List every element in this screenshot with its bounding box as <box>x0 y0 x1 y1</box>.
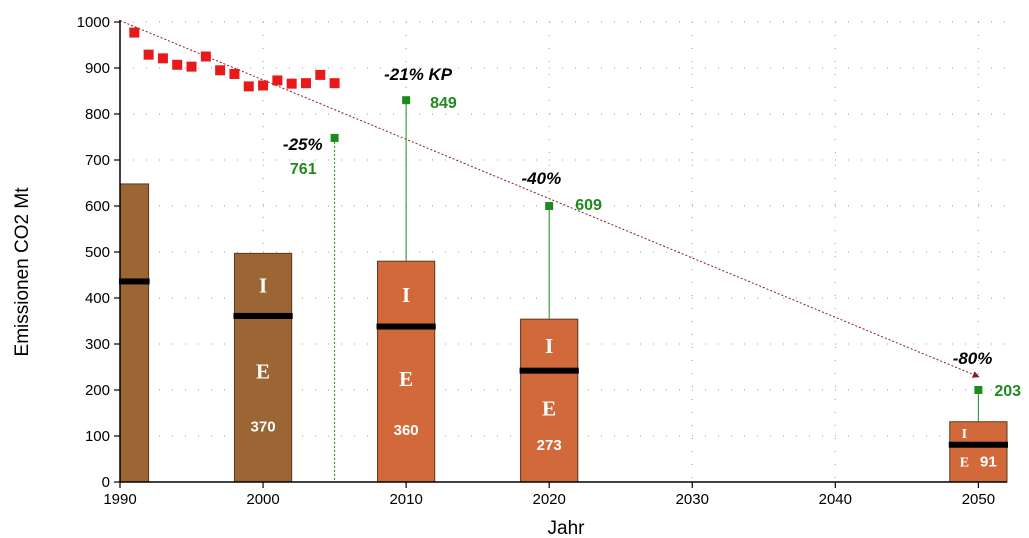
y-tick-label: 400 <box>85 290 110 307</box>
targets: -25% 761 -21% KP 849 -40% 609 -80%203 <box>283 65 1021 482</box>
bar-label-e: E <box>960 456 969 471</box>
axes <box>114 20 1007 488</box>
observed-point <box>143 49 154 60</box>
bar-divider <box>519 367 579 374</box>
bar-divider <box>948 441 1008 448</box>
observed-point <box>329 78 340 89</box>
bar-divider <box>119 278 150 285</box>
observed-point <box>300 78 311 89</box>
observed-emissions <box>129 27 340 92</box>
bar-label-e: E <box>399 367 413 391</box>
trend <box>119 20 980 378</box>
bar <box>377 260 436 483</box>
x-tick-label: 2010 <box>389 491 422 508</box>
observed-point <box>172 59 183 70</box>
x-tick-label: 2040 <box>819 491 852 508</box>
x-tick-label: 1990 <box>103 491 136 508</box>
observed-point <box>258 80 269 91</box>
bar-label-e: E <box>542 396 556 420</box>
target-percent-label: -80% <box>953 349 993 368</box>
target-percent-label: -21% KP <box>384 65 453 84</box>
y-tick-label: 900 <box>85 60 110 77</box>
target-value-label: 761 <box>290 161 317 178</box>
x-axis-title: Jahr <box>548 518 586 538</box>
bar-label-e: E <box>256 360 270 384</box>
y-tick-label: 500 <box>85 244 110 261</box>
observed-point <box>200 51 211 62</box>
observed-point <box>129 27 140 38</box>
bar <box>949 421 1008 483</box>
bar <box>119 183 150 483</box>
tick-labels: 0 100 200 300 400 500 600 700 800 900 1000 1990 2000… <box>77 14 995 508</box>
target-value-label: 609 <box>575 197 602 214</box>
bar-value: 360 <box>394 422 419 439</box>
observed-point <box>157 53 168 64</box>
observed-point <box>186 61 197 72</box>
y-tick-label: 100 <box>85 428 110 445</box>
target-marker <box>974 386 983 394</box>
target-value-label: 203 <box>994 383 1021 400</box>
bar-label-i: I <box>259 274 267 298</box>
bar-value: 91 <box>980 454 997 471</box>
y-tick-label: 600 <box>85 198 110 215</box>
bar <box>233 252 293 483</box>
y-axis-title: Emissionen CO2 Mt <box>12 187 33 357</box>
trend-line <box>119 20 980 378</box>
y-tick-label: 700 <box>85 152 110 169</box>
observed-point <box>315 69 326 80</box>
observed-point <box>243 81 254 92</box>
observed-point <box>272 75 283 86</box>
x-tick-label: 2000 <box>246 491 279 508</box>
y-tick-label: 200 <box>85 382 110 399</box>
y-tick-label: 1000 <box>77 14 110 31</box>
target-marker <box>402 96 411 105</box>
x-tick-label: 2030 <box>676 491 709 508</box>
target-marker <box>545 202 554 210</box>
y-tick-label: 300 <box>85 336 110 353</box>
x-tick-label: 2050 <box>962 491 995 508</box>
target-percent-label: -25% <box>283 135 323 154</box>
bar-divider <box>376 323 436 330</box>
y-tick-label: 0 <box>102 474 110 491</box>
bar-value: 273 <box>537 437 562 454</box>
observed-point <box>286 78 297 89</box>
bar-value: 370 <box>251 419 276 436</box>
bar-label-i: I <box>962 427 967 442</box>
x-tick-label: 2020 <box>533 491 566 508</box>
bar-label-i: I <box>545 334 553 358</box>
y-tick-label: 800 <box>85 106 110 123</box>
bar-label-i: I <box>402 283 410 307</box>
bar-divider <box>233 312 293 319</box>
target-percent-label: -40% <box>522 169 562 188</box>
observed-point <box>215 65 226 76</box>
observed-point <box>229 68 240 79</box>
target-marker <box>330 133 339 142</box>
target-value-label: 849 <box>430 95 457 112</box>
